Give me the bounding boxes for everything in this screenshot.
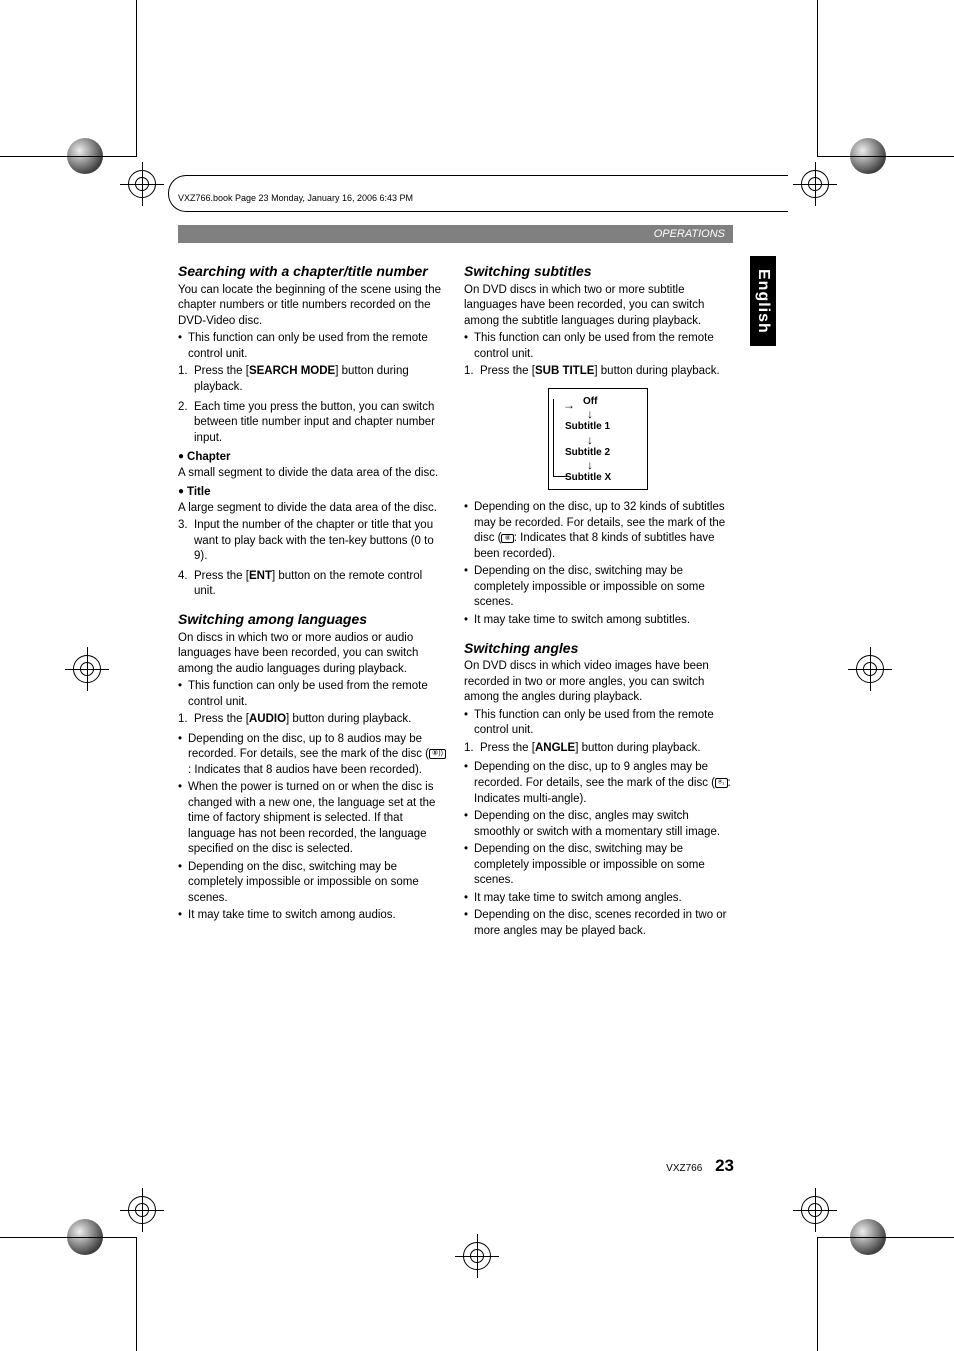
crop-line [136,0,137,156]
crop-line [0,1237,137,1238]
register-mark [793,1188,837,1232]
section-title: Switching subtitles [464,262,732,281]
note-bullet: This function can only be used from the … [464,708,732,739]
diagram-item: Off [565,395,643,409]
page-footer: VXZ766 23 [666,1156,734,1176]
note-bullet: When the power is turned on or when the … [178,780,446,858]
arrow-icon: ↓ [565,409,643,420]
audio-count-icon: ⑧)) [429,749,446,759]
note-bullet: Depending on the disc, switching may be … [464,564,732,611]
diagram-item: Subtitle X [565,471,643,485]
register-mark [455,1234,499,1278]
model-number: VXZ766 [666,1163,702,1174]
register-mark [793,162,837,206]
register-mark [848,647,892,691]
note-bullet: Depending on the disc, scenes recorded i… [464,908,732,939]
note-bullet: Depending on the disc, up to 8 audios ma… [178,732,446,779]
note-bullet: This function can only be used from the … [178,679,446,710]
section-title: Switching among languages [178,610,446,629]
page-number: 23 [715,1156,734,1175]
crop-line [817,0,818,156]
multi-angle-icon: ⍟₁ [715,778,728,788]
crop-line [817,1237,818,1351]
note-bullet: It may take time to switch among audios. [178,908,446,924]
left-column: Searching with a chapter/title number Yo… [178,256,446,941]
intro-text: On discs in which two or more audios or … [178,631,446,678]
crop-line [136,1237,137,1351]
intro-text: You can locate the beginning of the scen… [178,283,446,330]
register-mark [120,162,164,206]
step: 1.Press the [AUDIO] button during playba… [178,712,446,728]
register-mark [120,1188,164,1232]
step: 1.Press the [ANGLE] button during playba… [464,741,732,757]
loop-line [553,399,567,477]
crop-line [817,156,954,157]
diagram-item: Subtitle 1 [565,420,643,434]
page-content: Searching with a chapter/title number Yo… [178,256,733,941]
step: 1.Press the [SUB TITLE] button during pl… [464,364,732,380]
arrow-icon: ↓ [565,435,643,446]
note-bullet: It may take time to switch among subtitl… [464,613,732,629]
book-header-text: VXZ766.book Page 23 Monday, January 16, … [178,193,413,203]
note-bullet: It may take time to switch among angles. [464,891,732,907]
note-bullet: Depending on the disc, switching may be … [178,860,446,907]
note-bullet: This function can only be used from the … [178,331,446,362]
language-tab: English [750,256,776,346]
body-text: A small segment to divide the data area … [178,466,446,482]
register-mark [65,647,109,691]
note-bullet: This function can only be used from the … [464,331,732,362]
subtitle-cycle-diagram: → Off ↓ Subtitle 1 ↓ Subtitle 2 ↓ Subtit… [548,388,648,490]
section-title: Searching with a chapter/title number [178,262,446,281]
subtitle-count-icon: ⑧ [501,534,513,544]
diagram-item: Subtitle 2 [565,446,643,460]
subheading: Chapter [178,450,446,466]
intro-text: On DVD discs in which two or more subtit… [464,283,732,330]
intro-text: On DVD discs in which video images have … [464,659,732,706]
crop-line [0,156,137,157]
section-header-bar: OPERATIONS [178,225,733,243]
arrow-icon: ↓ [565,460,643,471]
crop-line [817,1237,954,1238]
note-bullet: Depending on the disc, switching may be … [464,842,732,889]
section-title: Switching angles [464,639,732,658]
subheading: Title [178,485,446,501]
note-bullet: Depending on the disc, up to 9 angles ma… [464,760,732,807]
step: 1.Press the [SEARCH MODE] button during … [178,364,446,395]
note-bullet: Depending on the disc, up to 32 kinds of… [464,500,732,562]
step: 3.Input the number of the chapter or tit… [178,518,446,565]
right-column: Switching subtitles On DVD discs in whic… [464,256,732,941]
step: 4.Press the [ENT] button on the remote c… [178,569,446,600]
step: 2.Each time you press the button, you ca… [178,400,446,447]
note-bullet: Depending on the disc, angles may switch… [464,809,732,840]
body-text: A large segment to divide the data area … [178,501,446,517]
